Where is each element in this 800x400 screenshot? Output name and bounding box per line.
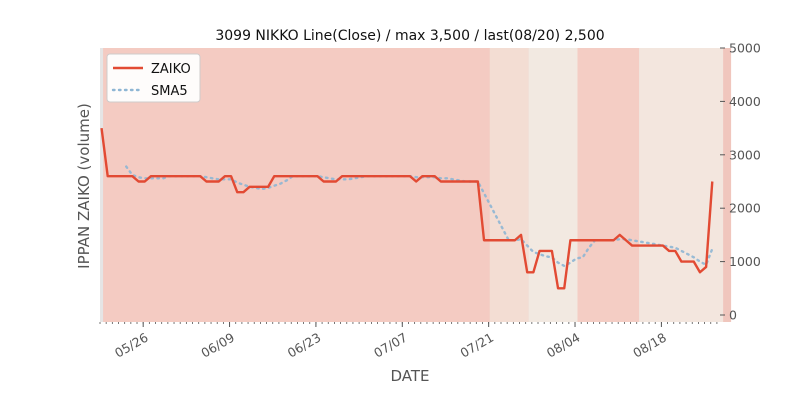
y-tick-label: 1000: [729, 254, 761, 269]
x-tick-label: 07/21: [457, 330, 496, 361]
x-tick-label: 07/07: [371, 330, 410, 361]
series-layer: [100, 127, 714, 290]
background-band-5: [723, 48, 732, 322]
y-axis: 0 1000 2000 3000 4000 5000: [720, 41, 761, 323]
legend: ZAIKO SMA5: [106, 53, 201, 103]
background-band-2: [528, 48, 578, 322]
background-band-1: [489, 48, 529, 322]
background-band-4: [639, 48, 724, 322]
x-tick-label: 05/26: [112, 330, 151, 361]
x-tick-label: 08/04: [544, 330, 583, 361]
series-line-sma5: [125, 165, 714, 268]
x-tick-label: 06/09: [198, 330, 237, 361]
x-axis-label: DATE: [390, 367, 429, 385]
legend-label-sma5: SMA5: [151, 84, 188, 99]
y-tick-label: 2000: [729, 201, 761, 216]
legend-label-zaiko: ZAIKO: [151, 62, 191, 77]
chart-title: 3099 NIKKO Line(Close) / max 3,500 / las…: [215, 28, 604, 44]
y-tick-label: 4000: [729, 94, 761, 109]
series-line-zaiko: [100, 127, 714, 290]
x-axis: 05/26 06/09 06/23 07/07 07/21 08/04 08/18: [99, 322, 718, 361]
background-band-3: [577, 48, 640, 322]
x-tick-label: 06/23: [285, 330, 324, 361]
y-tick-label: 3000: [729, 147, 761, 162]
x-tick-label: 08/18: [630, 330, 669, 361]
y-tick-label: 5000: [729, 41, 761, 56]
y-tick-label: 0: [729, 308, 737, 323]
y-axis-label: IPPAN ZAIKO (volume): [75, 103, 93, 269]
